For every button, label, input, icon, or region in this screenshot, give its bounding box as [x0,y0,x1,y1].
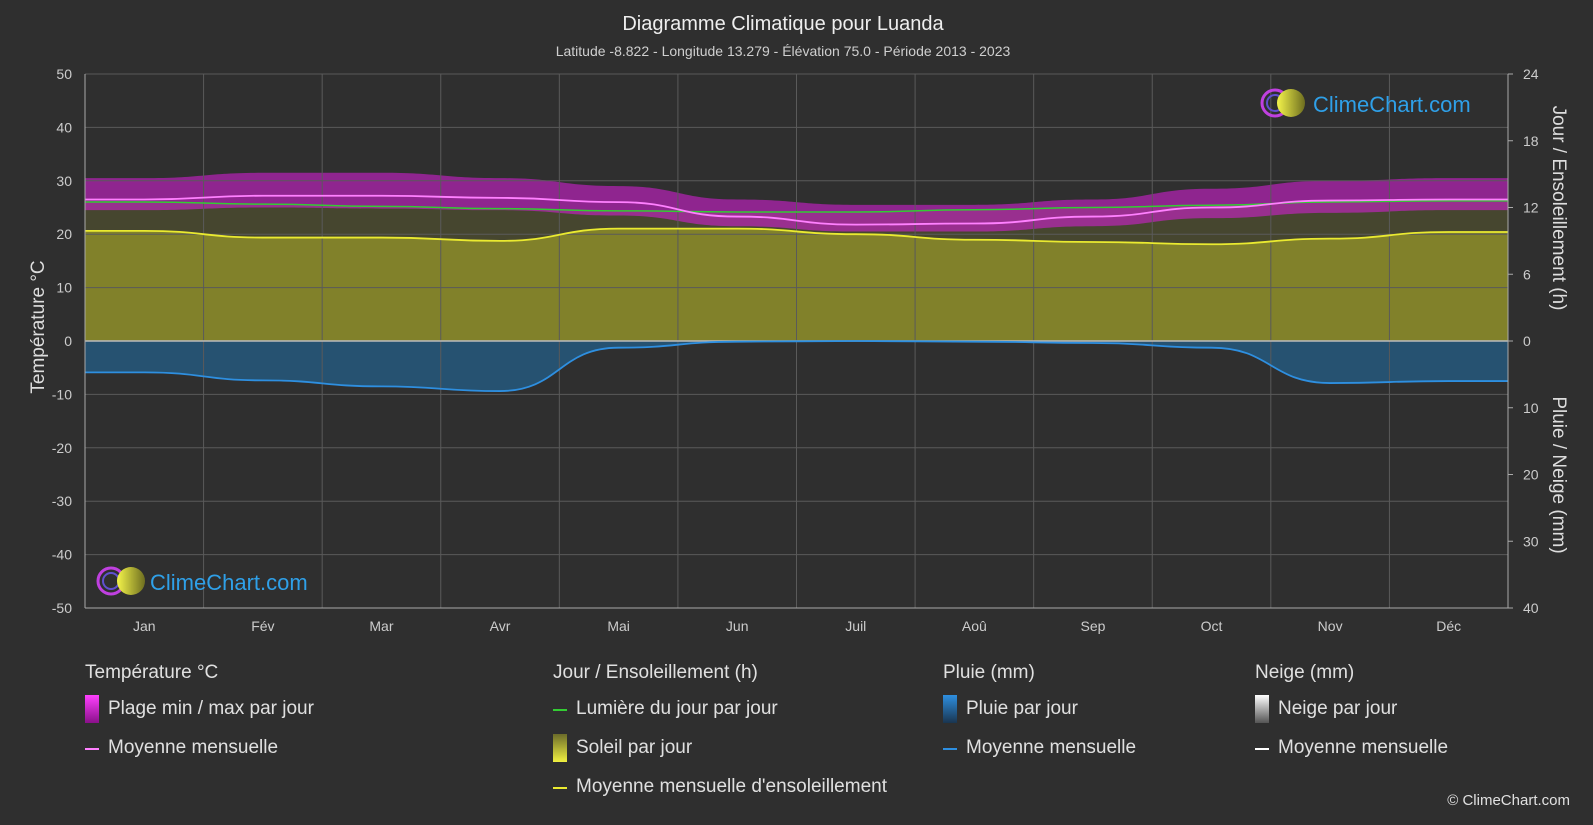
legend-snow: Neige (mm) Neige par jour Moyenne mensue… [1255,662,1448,776]
legend-temp-mean: Moyenne mensuelle [85,737,314,776]
copyright: © ClimeChart.com [1447,792,1570,809]
temp-tick-label: -30 [52,493,72,509]
legend-temp-range: Plage min / max par jour [85,695,314,737]
month-label: Mar [369,618,393,634]
legend-snow-title: Neige (mm) [1255,662,1355,683]
legend-temp-range-label: Plage min / max par jour [108,698,314,719]
legend-rain-daily-label: Pluie par jour [966,698,1078,719]
y-axis-right-bottom-label: Pluie / Neige (mm) [1548,396,1569,553]
snow-mean-swatch [1255,748,1269,750]
month-label: Nov [1318,618,1343,634]
month-label: Oct [1201,618,1223,634]
month-label: Sep [1080,618,1105,634]
legend-daylight-label: Lumière du jour par jour [576,698,778,719]
sun-tick-label: 18 [1523,133,1539,149]
sunshine-mean-line [84,227,1508,246]
rain-mean-line [84,340,1508,392]
legend-sunshine-daily: Soleil par jour [553,734,887,776]
legend-snow-daily: Neige par jour [1255,695,1448,737]
temp-tick-label: 10 [56,280,72,296]
sun-tick-label: 24 [1523,66,1539,82]
legend-rain: Pluie (mm) Pluie par jour Moyenne mensue… [943,662,1136,776]
daylight-swatch [553,709,567,711]
rain-tick-label: 20 [1523,467,1539,483]
temp-range-swatch [85,695,99,723]
legend-temperature: Température °C Plage min / max par jour … [85,662,314,776]
temp-tick-label: 40 [56,119,72,135]
sun-tick-label: 12 [1523,200,1539,216]
legend-rain-title: Pluie (mm) [943,662,1035,683]
temp-tick-label: -50 [52,600,72,616]
temp-mean-line [84,194,1508,226]
legend-snow-mean: Moyenne mensuelle [1255,737,1448,776]
month-label: Jun [726,618,749,634]
temp-tick-label: -10 [52,386,72,402]
watermark-bottom: ClimeChart.com [96,566,308,596]
month-label: Fév [251,618,274,634]
temp-tick-label: 0 [64,333,72,349]
temp-tick-label: 50 [56,66,72,82]
legend-sunshine: Jour / Ensoleillement (h) Lumière du jou… [553,662,887,815]
legend-rain-mean: Moyenne mensuelle [943,737,1136,776]
month-label: Juil [845,618,866,634]
legend-rain-mean-label: Moyenne mensuelle [966,737,1137,758]
legend-sun-title: Jour / Ensoleillement (h) [553,662,758,683]
rain-swatch [943,695,957,723]
chart-subtitle: Latitude -8.822 - Longitude 13.279 - Élé… [556,43,1011,59]
chart-title: Diagramme Climatique pour Luanda [622,13,944,35]
legend-sunshine-daily-label: Soleil par jour [576,737,693,758]
legend-temp-mean-label: Moyenne mensuelle [108,737,279,758]
temp-tick-label: 20 [56,226,72,242]
month-label: Aoû [962,618,987,634]
rain-mean-swatch [943,748,957,750]
legend-rain-daily: Pluie par jour [943,695,1136,737]
month-label: Jan [133,618,156,634]
sun-tick-label: 0 [1523,333,1531,349]
snow-swatch [1255,695,1269,723]
rain-tick-label: 30 [1523,533,1539,549]
rain-tick-label: 10 [1523,400,1539,416]
legend-snow-mean-label: Moyenne mensuelle [1278,737,1449,758]
temp-tick-label: 30 [56,173,72,189]
y-axis-left-label: Température °C [28,260,49,393]
rain-tick-label: 40 [1523,600,1539,616]
temp-tick-label: -20 [52,440,72,456]
y-axis-right-top-label: Jour / Ensoleillement (h) [1548,106,1569,311]
legend-daylight: Lumière du jour par jour [553,698,887,737]
month-label: Déc [1436,618,1461,634]
sunshine-mean-swatch [553,787,567,789]
temp-mean-swatch [85,748,99,750]
watermark-top-text: ClimeChart.com [1313,92,1471,117]
temp-tick-label: -40 [52,547,72,563]
month-label: Mai [607,618,630,634]
legend-sunshine-mean-label: Moyenne mensuelle d'ensoleillement [576,776,887,797]
legend-temp-title: Température °C [85,662,219,683]
legend-snow-daily-label: Neige par jour [1278,698,1398,719]
sunshine-swatch [553,734,567,762]
watermark-top: ClimeChart.com [1260,88,1471,118]
watermark-bottom-text: ClimeChart.com [150,570,308,595]
legend-sunshine-mean: Moyenne mensuelle d'ensoleillement [553,776,887,815]
month-label: Avr [490,618,511,634]
sun-tick-label: 6 [1523,266,1531,282]
